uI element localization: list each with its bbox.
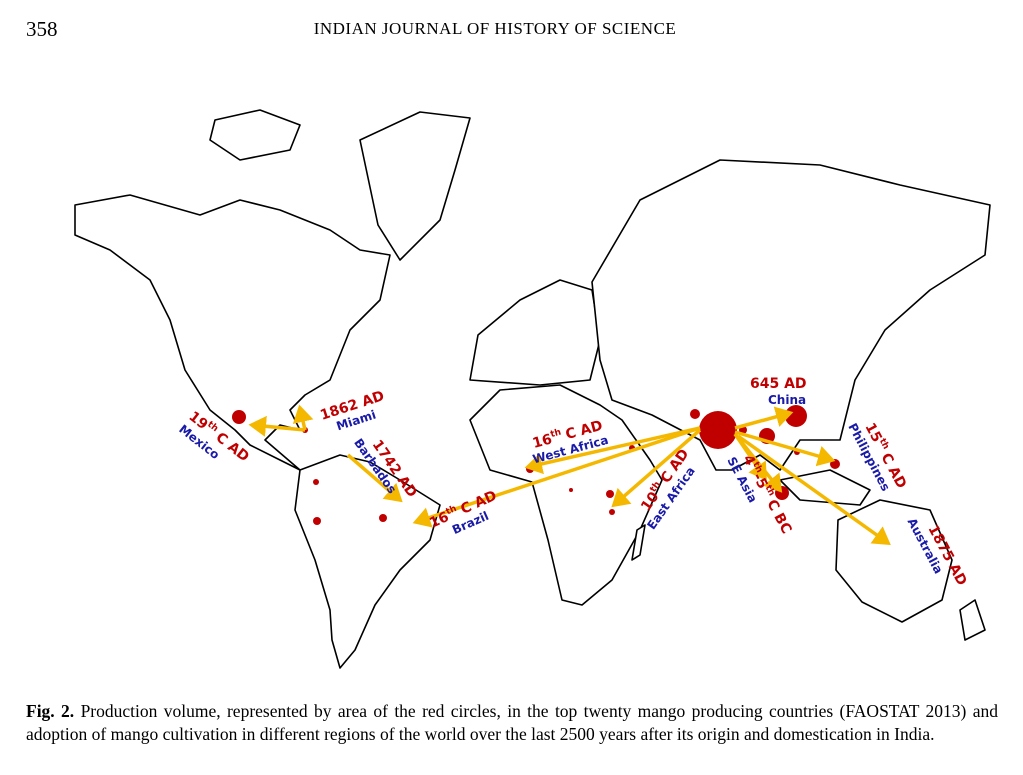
label-china: 645 AD China: [750, 376, 807, 407]
label-brazil: 16thC AD Brazil: [427, 488, 499, 537]
continents: [74, 109, 991, 669]
text-part: -5: [749, 470, 770, 491]
world-map: 19thC AD Mexico 1862 AD Miami 1742 AD Ba…: [74, 109, 991, 669]
page-number: 358: [26, 17, 58, 41]
text-part: C BC: [763, 497, 794, 536]
figure-caption: Fig. 2. Production volume, represented b…: [26, 700, 998, 746]
date-label: 645 AD: [750, 376, 807, 392]
caption-label: Fig. 2.: [26, 701, 75, 721]
diffusion-arrows: [248, 404, 891, 546]
text-part: th: [445, 504, 459, 517]
label-miami: 1862 AD Miami: [318, 388, 386, 433]
journal-title: INDIAN JOURNAL OF HISTORY OF SCIENCE: [313, 19, 677, 38]
place-label: China: [768, 393, 806, 407]
text-part: th: [877, 437, 891, 451]
text-part: 16: [427, 509, 451, 532]
text-part: th: [763, 484, 777, 498]
text-part: th: [750, 461, 764, 475]
caption-text: Production volume, represented by area o…: [26, 701, 998, 744]
text-part: 16: [531, 431, 554, 451]
text-part: th: [549, 428, 562, 440]
